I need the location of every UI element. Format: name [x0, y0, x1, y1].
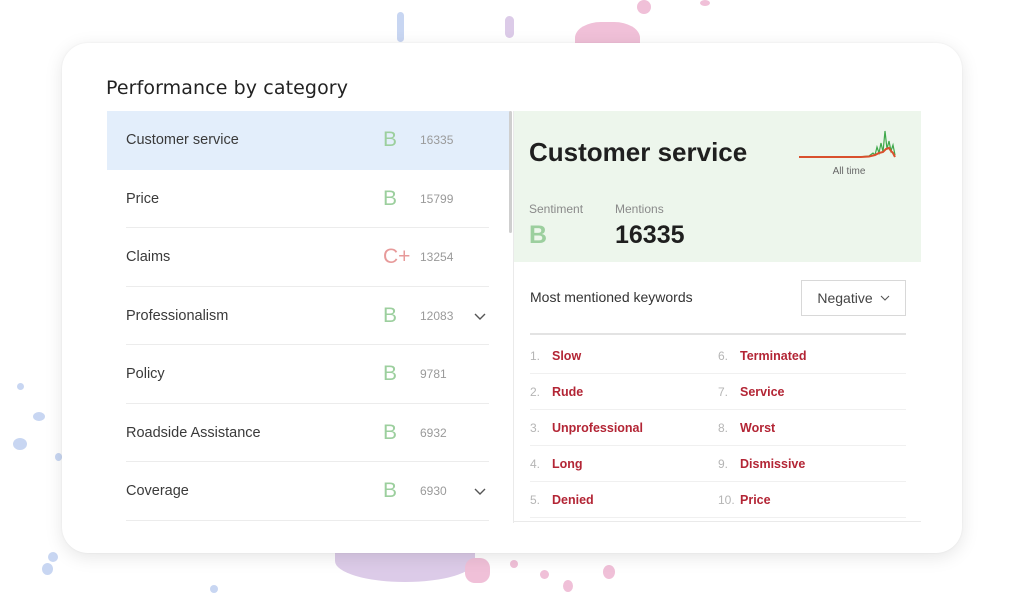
- keyword-item: 7. Service: [718, 374, 906, 410]
- category-row[interactable]: Coverage B 6930: [107, 462, 511, 521]
- category-mentions: 9781: [420, 367, 447, 382]
- keyword-link[interactable]: Dismissive: [740, 457, 806, 471]
- mentions-label: Mentions: [615, 202, 664, 216]
- category-detail-panel: Customer service All time Sentiment Ment…: [513, 111, 921, 523]
- keywords-column-left: 1. Slow 2. Rude 3. Unprofessional 4. Long 5. Deni…: [530, 338, 718, 518]
- category-grade: B: [383, 362, 398, 386]
- category-name: Coverage: [126, 483, 189, 500]
- category-list: Customer service B 16335 Price B 15799 Claims C…: [107, 111, 511, 523]
- keyword-item: 4. Long: [530, 446, 718, 482]
- category-mentions: 12083: [420, 308, 454, 323]
- detail-title: Customer service: [529, 137, 748, 167]
- mentions-count: 16335: [615, 221, 685, 249]
- keyword-link[interactable]: Unprofessional: [552, 421, 643, 435]
- keyword-link[interactable]: Service: [740, 385, 785, 399]
- keyword-item: 6. Terminated: [718, 338, 906, 374]
- category-name: Professionalism: [126, 307, 229, 324]
- keyword-item: 2. Rude: [530, 374, 718, 410]
- detail-header: Customer service All time Sentiment Ment…: [514, 111, 921, 262]
- keyword-rank: 8.: [718, 421, 729, 435]
- category-grade: B: [383, 303, 398, 327]
- keyword-item: 9. Dismissive: [718, 446, 906, 482]
- keywords-divider: [530, 333, 906, 335]
- keyword-rank: 3.: [530, 421, 541, 435]
- category-grade: B: [383, 420, 398, 444]
- category-mentions: 13254: [420, 250, 454, 265]
- category-name: Price: [126, 190, 160, 207]
- keywords-title: Most mentioned keywords: [530, 289, 693, 305]
- keyword-rank: 10.: [718, 493, 735, 507]
- keyword-rank: 7.: [718, 385, 729, 399]
- expand-chevron-icon[interactable]: [473, 484, 487, 498]
- category-name: Roadside Assistance: [126, 424, 261, 441]
- keyword-link[interactable]: Terminated: [740, 349, 807, 363]
- category-grade: B: [383, 479, 398, 503]
- keyword-link[interactable]: Rude: [552, 385, 584, 399]
- category-name: Policy: [126, 366, 165, 383]
- category-row[interactable]: Roadside Assistance B 6932: [107, 404, 511, 463]
- keyword-link[interactable]: Price: [740, 493, 771, 507]
- keyword-link[interactable]: Slow: [552, 349, 582, 363]
- category-grade: C+: [383, 245, 411, 269]
- category-row[interactable]: Professionalism B 12083: [107, 287, 511, 346]
- keyword-item: 10. Price: [718, 482, 906, 518]
- sentiment-filter-value: Negative: [817, 290, 873, 306]
- keyword-rank: 4.: [530, 457, 541, 471]
- keyword-link[interactable]: Worst: [740, 421, 776, 435]
- sentiment-filter-dropdown[interactable]: Negative: [801, 280, 906, 316]
- category-row[interactable]: Price B 15799: [107, 170, 511, 229]
- performance-card: Performance by category Customer service…: [62, 43, 962, 553]
- keyword-link[interactable]: Long: [552, 457, 583, 471]
- keyword-rank: 2.: [530, 385, 541, 399]
- card-title: Performance by category: [106, 77, 349, 99]
- category-mentions: 6930: [420, 484, 447, 499]
- keyword-rank: 5.: [530, 493, 541, 507]
- category-row[interactable]: Policy B 9781: [107, 345, 511, 404]
- sentiment-grade: B: [529, 221, 548, 249]
- sentiment-label: Sentiment: [529, 202, 584, 216]
- category-mentions: 6932: [420, 425, 447, 440]
- expand-chevron-icon[interactable]: [473, 309, 487, 323]
- category-row[interactable]: Customer service B 16335: [107, 111, 511, 170]
- keyword-rank: 6.: [718, 349, 729, 363]
- keyword-rank: 9.: [718, 457, 729, 471]
- category-grade: B: [383, 128, 398, 152]
- keyword-item: 8. Worst: [718, 410, 906, 446]
- category-mentions: 15799: [420, 191, 454, 206]
- keyword-item: 5. Denied: [530, 482, 718, 518]
- keyword-item: 1. Slow: [530, 338, 718, 374]
- category-name: Customer service: [126, 132, 239, 149]
- detail-bottom-border: [514, 521, 921, 522]
- keywords-column-right: 6. Terminated 7. Service 8. Worst 9. Dismissive…: [718, 338, 906, 518]
- chevron-down-icon: [880, 295, 890, 301]
- category-list-scrollbar[interactable]: [509, 111, 512, 233]
- keyword-item: 3. Unprofessional: [530, 410, 718, 446]
- category-grade: B: [383, 186, 398, 210]
- category-mentions: 16335: [420, 133, 454, 148]
- keyword-rank: 1.: [530, 349, 541, 363]
- category-row[interactable]: Claims C+ 13254: [107, 228, 511, 287]
- sparkline-range-label: All time: [832, 166, 866, 177]
- keyword-link[interactable]: Denied: [552, 493, 594, 507]
- category-name: Claims: [126, 249, 171, 266]
- mentions-sparkline: [799, 130, 896, 158]
